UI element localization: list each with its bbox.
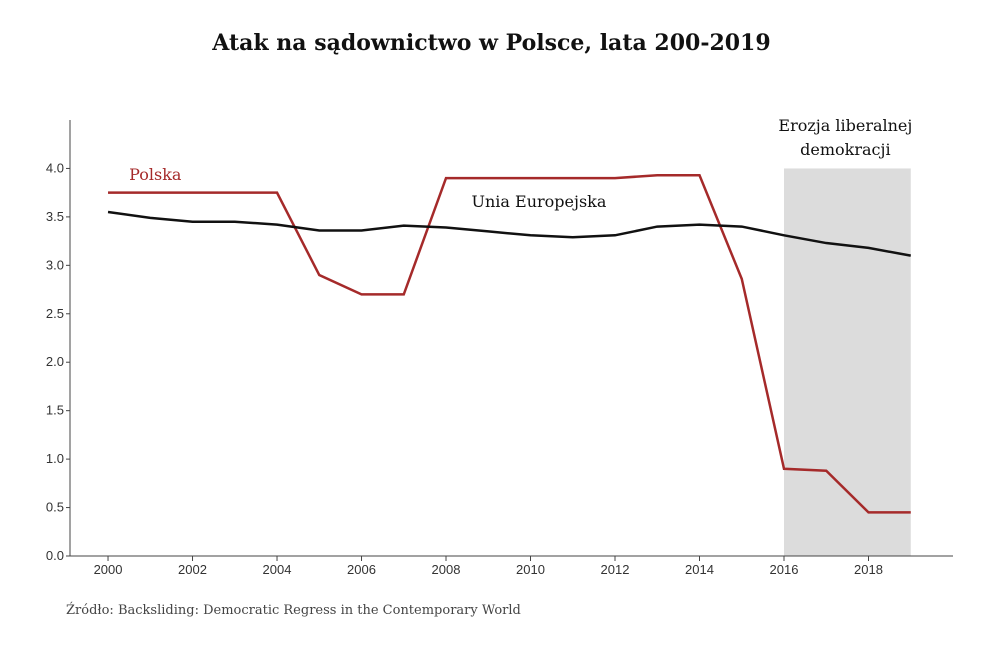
x-tick-label-5: 2010	[516, 562, 545, 577]
series-line-unia-europejska	[107, 210, 911, 257]
x-tick-label-4: 2008	[432, 562, 461, 577]
x-tick-label-0: 2000	[94, 562, 123, 577]
x-tick-label-7: 2014	[685, 562, 714, 577]
shaded-region-label-line-1: demokracji	[800, 140, 890, 159]
shaded-region	[784, 168, 911, 556]
y-tick-label-2: 1.0	[46, 451, 64, 466]
x-tick-label-6: 2012	[601, 562, 630, 577]
x-tick-label-8: 2016	[770, 562, 799, 577]
y-tick-label-5: 2.5	[46, 306, 64, 321]
shaded-region-label-line-0: Erozja liberalnej	[778, 116, 912, 135]
x-tick-label-2: 2004	[263, 562, 292, 577]
y-tick-label-6: 3.0	[46, 257, 64, 272]
y-tick-label-3: 1.5	[46, 403, 64, 418]
series-line-polska	[108, 173, 911, 514]
y-tick-label-8: 4.0	[46, 160, 64, 175]
x-tick-label-9: 2018	[854, 562, 883, 577]
x-tick-label-1: 2002	[178, 562, 207, 577]
x-tick-label-3: 2006	[347, 562, 376, 577]
y-tick-label-7: 3.5	[46, 209, 64, 224]
y-tick-label-1: 0.5	[46, 500, 64, 515]
source-note: Źródło: Backsliding: Democratic Regress …	[66, 603, 521, 618]
y-tick-label-4: 2.0	[46, 354, 64, 369]
series-label-polska: Polska	[129, 165, 182, 184]
y-tick-label-0: 0.0	[46, 548, 64, 563]
chart-title: Atak na sądownictwo w Polsce, lata 200-2…	[212, 30, 771, 56]
series-label-unia-europejska: Unia Europejska	[472, 192, 607, 211]
